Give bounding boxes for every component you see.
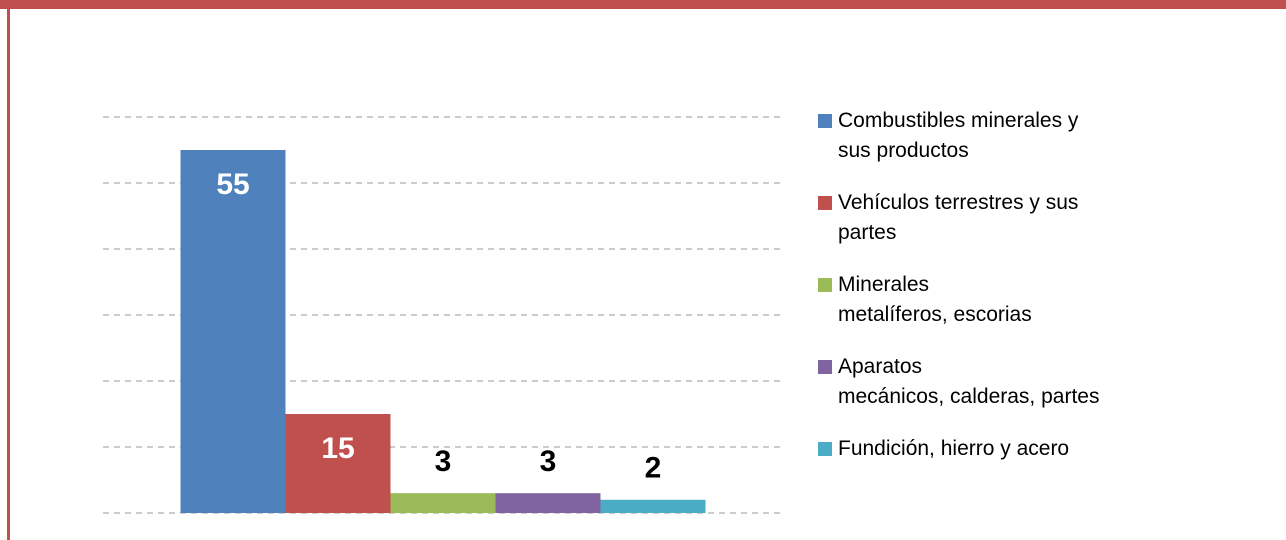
bar	[495, 493, 601, 513]
data-label: 2	[645, 452, 662, 485]
legend-label: Fundición, hierro y acero	[838, 437, 1069, 460]
data-label: 3	[435, 445, 452, 478]
legend-label: Aparatos mecánicos, calderas, partes	[838, 355, 1099, 408]
legend-swatch	[818, 278, 832, 292]
data-label: 3	[540, 445, 557, 478]
bar	[390, 493, 496, 513]
legend-swatch	[818, 114, 832, 128]
bar	[285, 414, 391, 513]
legend-swatch	[818, 442, 832, 456]
left-border	[7, 0, 10, 540]
legend-swatch	[818, 196, 832, 210]
bar	[600, 499, 706, 513]
data-label: 55	[216, 168, 249, 201]
top-border	[0, 0, 1286, 9]
legend-swatch	[818, 360, 832, 374]
legend-label: Combustibles minerales y sus productos	[838, 109, 1079, 162]
data-label: 15	[321, 432, 354, 465]
legend-label: Minerales metalíferos, escorias	[838, 273, 1032, 326]
bar	[180, 150, 286, 513]
legend-label: Vehículos terrestres y sus partes	[838, 191, 1078, 244]
